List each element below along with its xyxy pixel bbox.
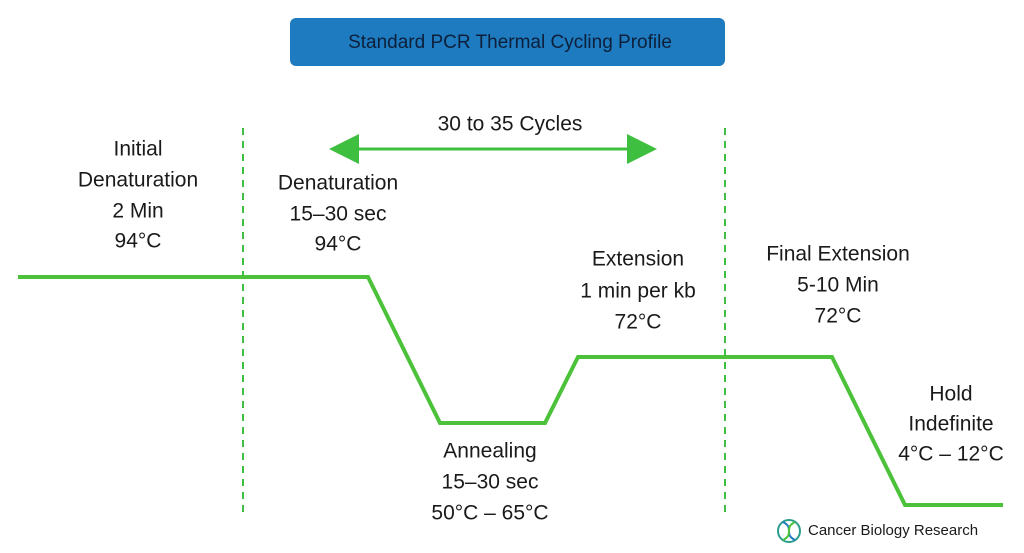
temperature-profile xyxy=(18,275,1003,507)
stage-line: Denaturation xyxy=(278,172,398,195)
stage-line: 72°C xyxy=(615,311,662,334)
stage-line: 94°C xyxy=(315,233,362,256)
stage-line: 72°C xyxy=(815,305,862,328)
brand-name: Cancer Biology Research xyxy=(808,522,978,539)
stage-line: 1 min per kb xyxy=(580,280,696,303)
stage-line: Hold xyxy=(929,383,972,406)
stage-line: 4°C – 12°C xyxy=(898,443,1004,466)
stage-labels: Initial Denaturation 2 Min 94°C Denatura… xyxy=(78,138,1004,525)
stage-line: Extension xyxy=(592,248,684,271)
stage-line: Denaturation xyxy=(78,169,198,192)
title: Standard PCR Thermal Cycling Profile xyxy=(348,32,672,53)
stage-line: 50°C – 65°C xyxy=(431,502,548,525)
stage-line: Final Extension xyxy=(766,243,910,266)
stage-line: 2 Min xyxy=(112,200,163,223)
stage-line: Indefinite xyxy=(908,413,993,436)
stage-line: 15–30 sec xyxy=(442,471,539,494)
stage-line: Annealing xyxy=(443,440,536,463)
brand-logo xyxy=(777,519,801,543)
stage-line: 15–30 sec xyxy=(290,203,387,226)
stage-line: Initial xyxy=(113,138,162,161)
title-box xyxy=(290,18,725,66)
stage-line: 5-10 Min xyxy=(797,274,879,297)
stage-line: 94°C xyxy=(115,230,162,253)
cycles-label: 30 to 35 Cycles xyxy=(438,113,583,136)
